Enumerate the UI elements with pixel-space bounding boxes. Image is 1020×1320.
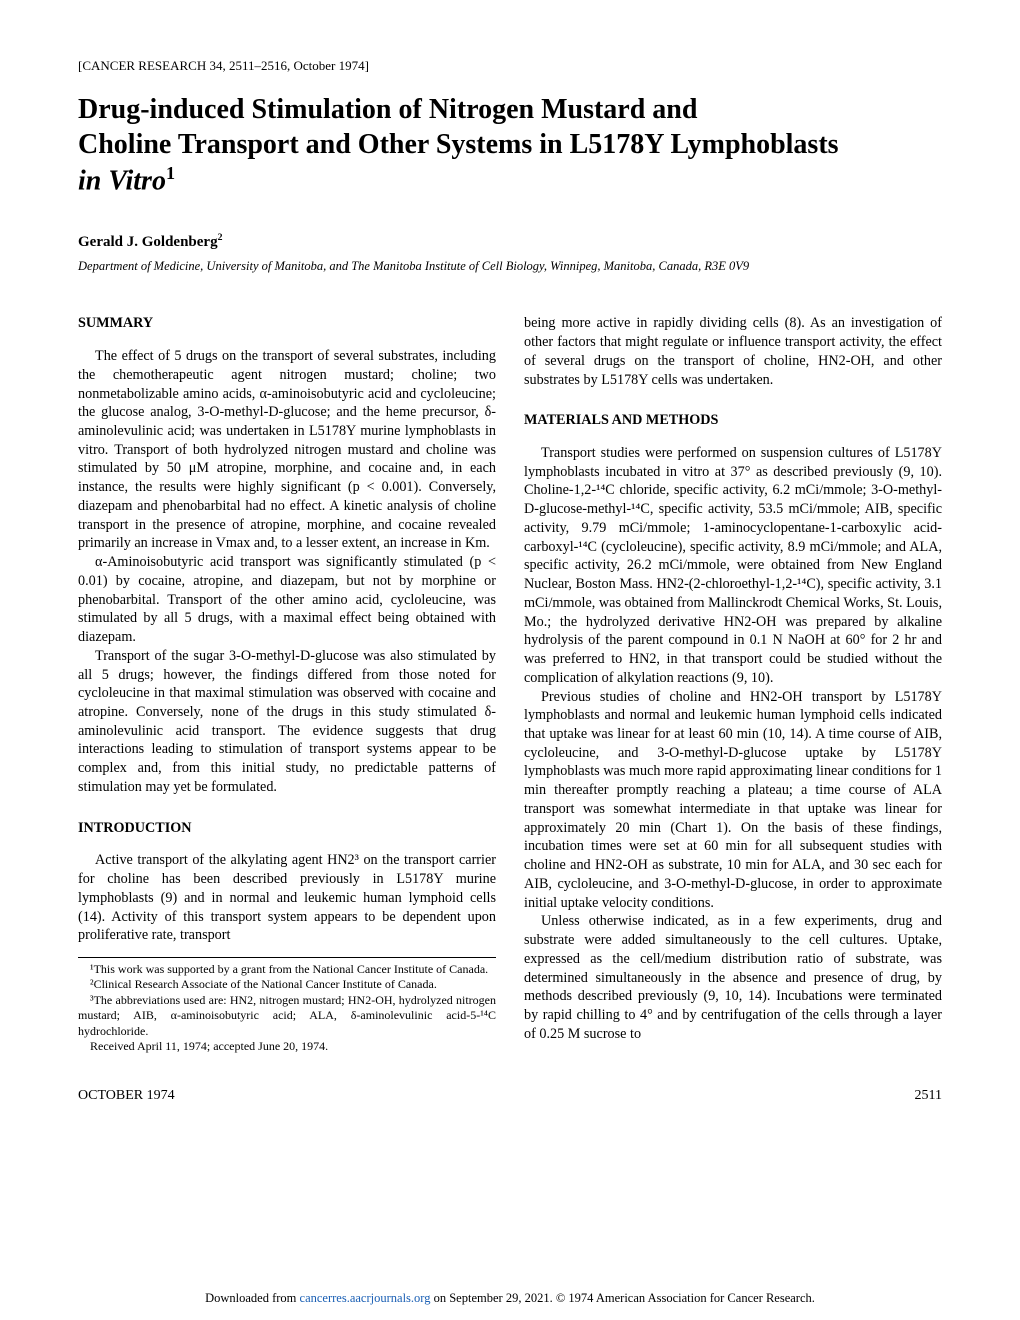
footnote: ³The abbreviations used are: HN2, nitrog… — [78, 993, 496, 1039]
footer-issue-date: OCTOBER 1974 — [78, 1088, 175, 1104]
page-footer: OCTOBER 1974 2511 — [78, 1088, 942, 1104]
methods-paragraph: Transport studies were performed on susp… — [524, 444, 942, 688]
title-line-1: Drug-induced Stimulation of Nitrogen Mus… — [78, 94, 697, 125]
download-link[interactable]: cancerres.aacrjournals.org — [300, 1291, 431, 1305]
summary-paragraph: α-Aminoisobutyric acid transport was sig… — [78, 553, 496, 647]
footnote: Received April 11, 1974; accepted June 2… — [78, 1039, 496, 1054]
download-prefix: Downloaded from — [205, 1291, 299, 1305]
introduction-heading: INTRODUCTION — [78, 819, 496, 838]
footer-page-number: 2511 — [915, 1088, 942, 1104]
summary-heading: SUMMARY — [78, 314, 496, 333]
right-column: being more active in rapidly dividing ce… — [524, 314, 942, 1054]
footnotes-block: ¹This work was supported by a grant from… — [78, 957, 496, 1054]
title-line-2: Choline Transport and Other Systems in L… — [78, 129, 839, 160]
footnote: ¹This work was supported by a grant from… — [78, 962, 496, 977]
footnote: ²Clinical Research Associate of the Nati… — [78, 977, 496, 992]
left-column: SUMMARY The effect of 5 drugs on the tra… — [78, 314, 496, 1054]
author-text: Gerald J. Goldenberg — [78, 234, 218, 250]
introduction-paragraph: Active transport of the alkylating agent… — [78, 851, 496, 945]
methods-heading: MATERIALS AND METHODS — [524, 411, 942, 430]
summary-paragraph: The effect of 5 drugs on the transport o… — [78, 347, 496, 553]
journal-reference: [CANCER RESEARCH 34, 2511–2516, October … — [78, 58, 942, 74]
methods-paragraph: Unless otherwise indicated, as in a few … — [524, 912, 942, 1043]
author-affiliation: Department of Medicine, University of Ma… — [78, 259, 942, 274]
author-name: Gerald J. Goldenberg2 — [78, 232, 942, 251]
two-column-body: SUMMARY The effect of 5 drugs on the tra… — [78, 314, 942, 1054]
article-title: Drug-induced Stimulation of Nitrogen Mus… — [78, 92, 942, 198]
title-footnote-ref: 1 — [166, 163, 175, 183]
download-suffix: on September 29, 2021. © 1974 American A… — [430, 1291, 814, 1305]
summary-paragraph: Transport of the sugar 3-O-methyl-D-gluc… — [78, 647, 496, 797]
methods-paragraph: Previous studies of choline and HN2-OH t… — [524, 688, 942, 913]
download-footer: Downloaded from cancerres.aacrjournals.o… — [0, 1291, 1020, 1306]
author-footnote-ref: 2 — [218, 232, 223, 243]
title-line-3: in Vitro — [78, 165, 166, 196]
intro-continuation-paragraph: being more active in rapidly dividing ce… — [524, 314, 942, 389]
